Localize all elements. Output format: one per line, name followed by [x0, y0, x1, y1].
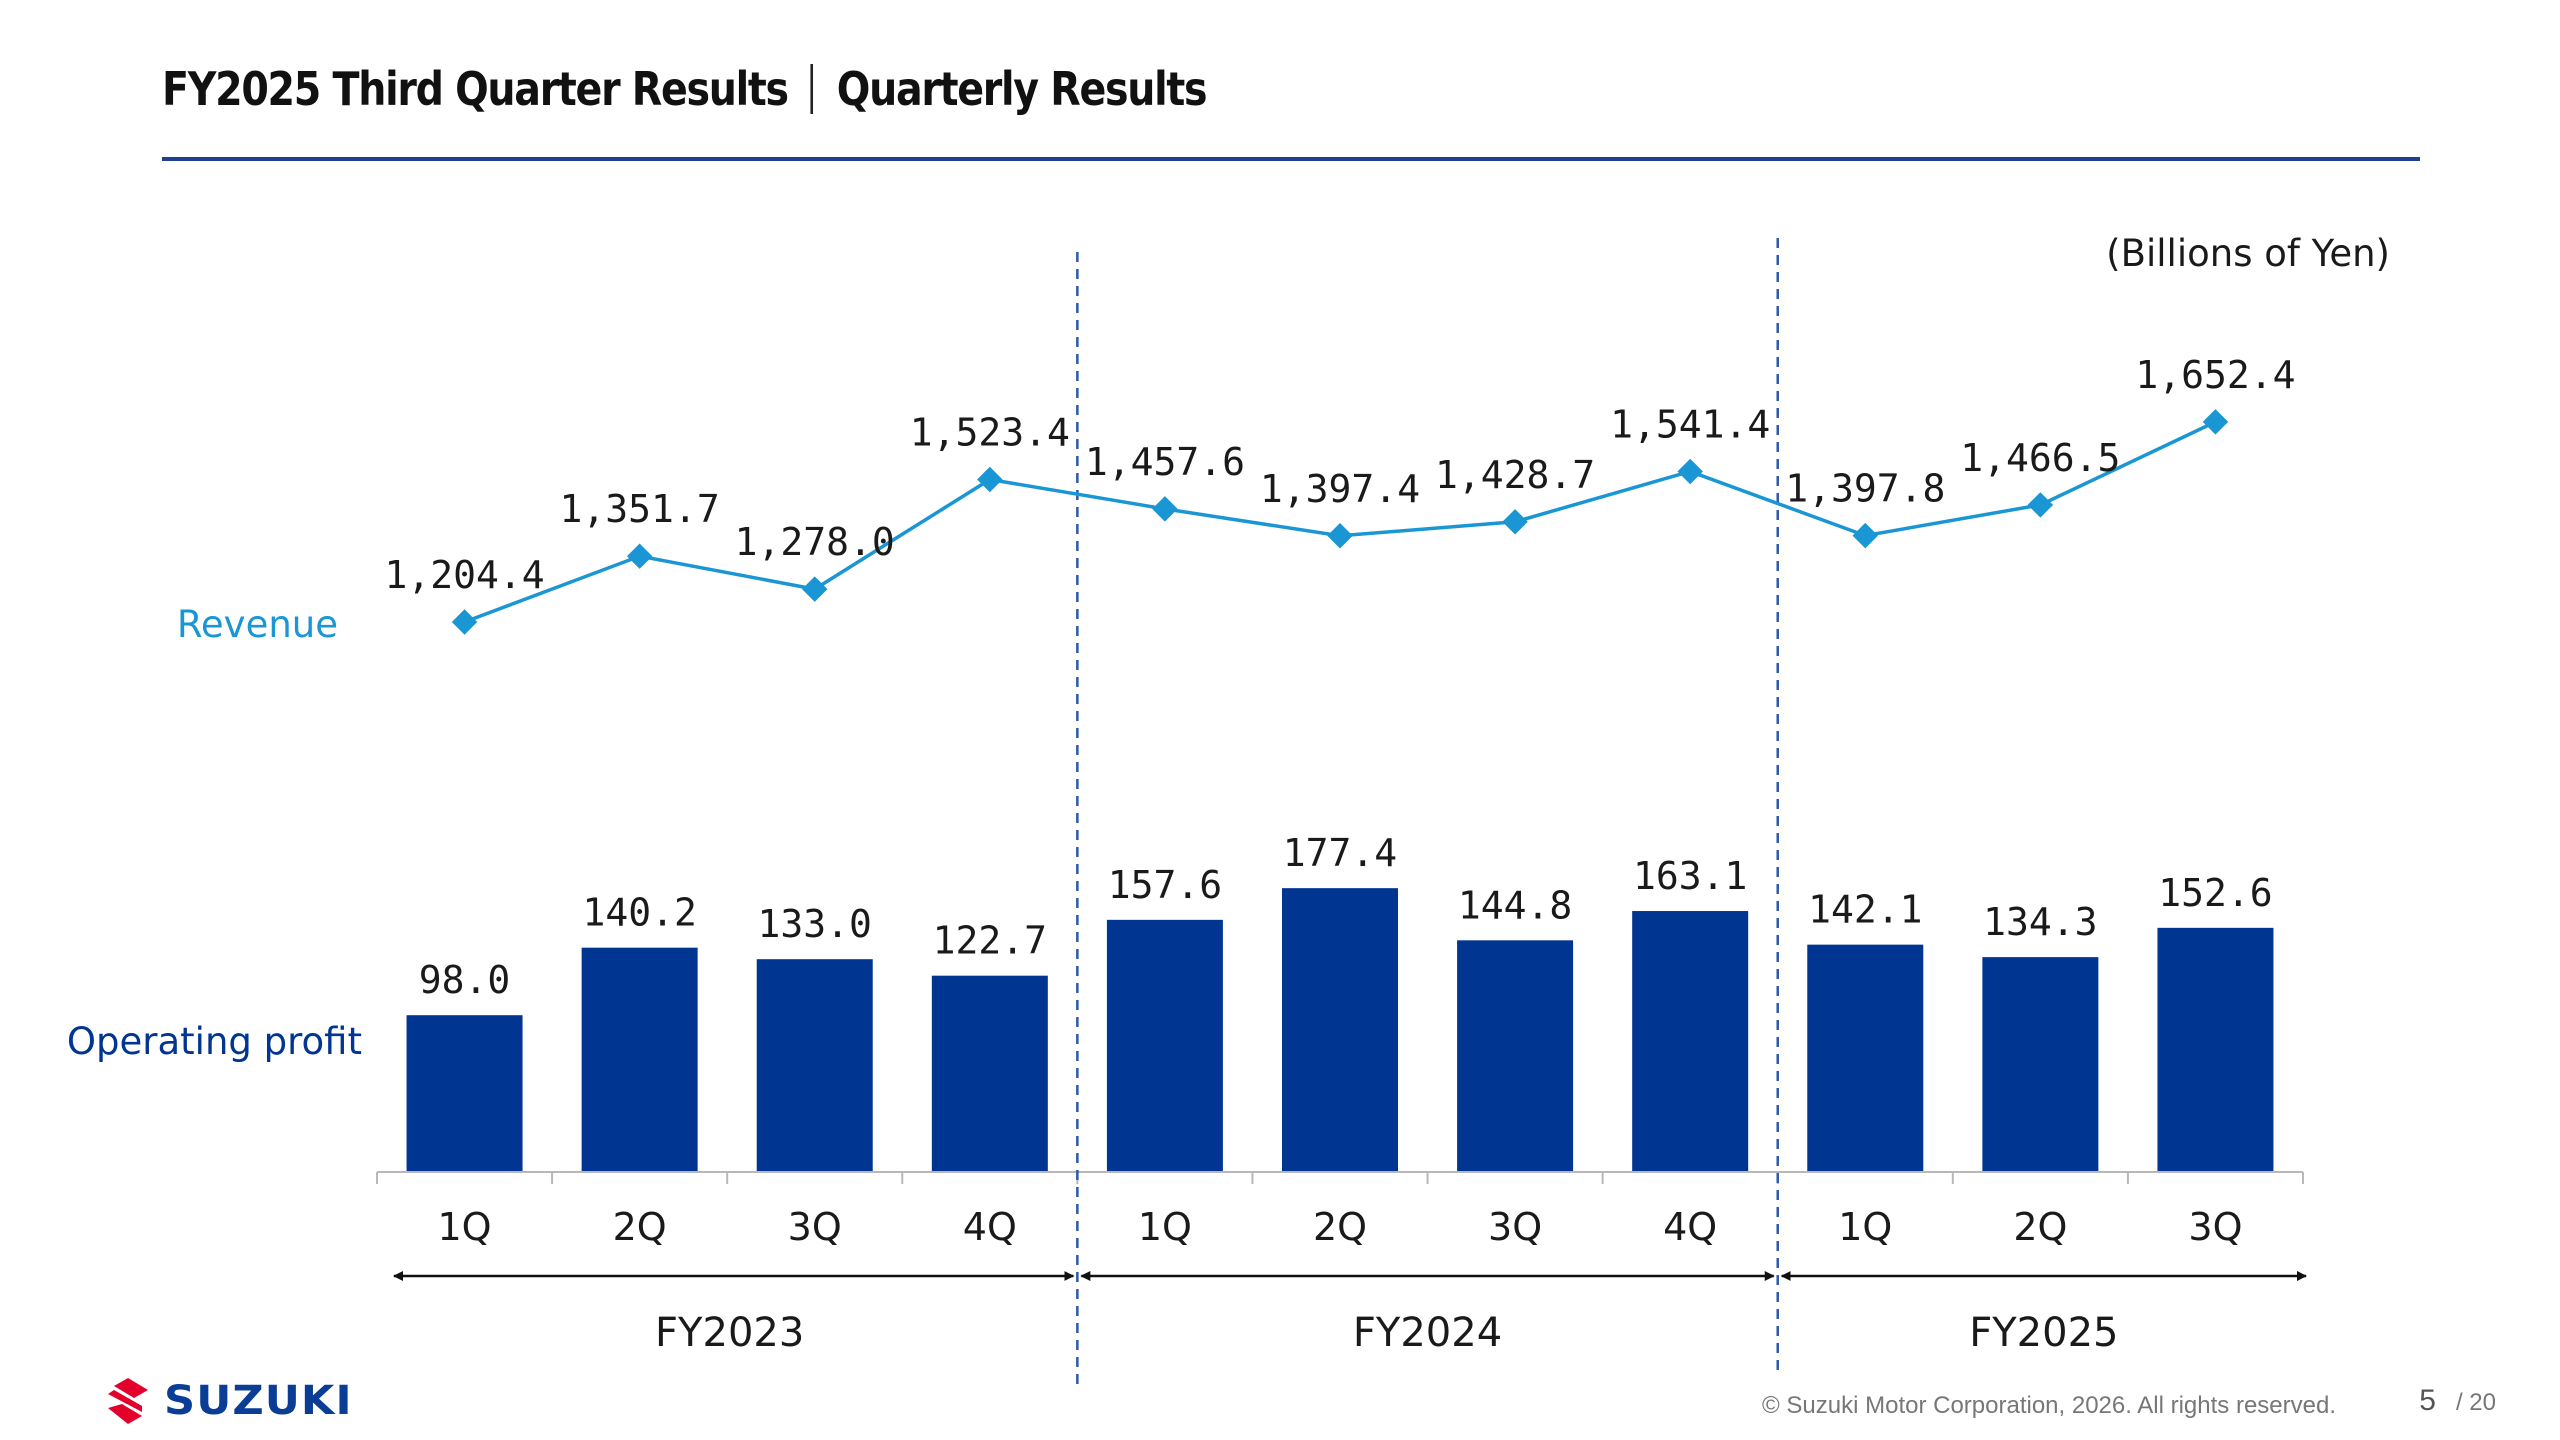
revenue-series-label: Revenue — [177, 603, 338, 646]
page-indicator: 5 / 20 — [2419, 1384, 2496, 1418]
x-tick-label: 2Q — [1313, 1205, 1367, 1249]
profit-bar — [1982, 957, 2099, 1172]
profit-bar — [1106, 919, 1223, 1172]
profit-data-label: 157.6 — [1108, 863, 1222, 907]
profit-bar — [1282, 888, 1398, 1172]
profit-data-label: 152.6 — [2158, 871, 2272, 915]
unit-label: (Billions of Yen) — [2106, 232, 2390, 275]
revenue-data-label: 1,541.4 — [1610, 402, 1770, 446]
x-tick-label: 4Q — [1663, 1205, 1717, 1249]
page-title: FY2025 Third Quarter Results — [162, 62, 789, 116]
suzuki-logo: SUZUKI — [104, 1378, 352, 1424]
profit-data-label: 144.8 — [1458, 883, 1572, 927]
x-tick-label: 1Q — [437, 1205, 491, 1249]
profit-data-label: 140.2 — [582, 891, 696, 935]
profit-data-label: 177.4 — [1283, 831, 1397, 875]
profit-bar — [2157, 927, 2274, 1172]
fiscal-year-label: FY2023 — [655, 1310, 804, 1356]
x-tick-label: 3Q — [1488, 1205, 1542, 1249]
revenue-data-label: 1,351.7 — [560, 487, 720, 531]
fiscal-year-label: FY2025 — [1969, 1310, 2118, 1356]
suzuki-s-mark-icon — [108, 1378, 148, 1424]
page-subtitle: Quarterly Results — [836, 62, 1208, 116]
x-tick-label: 2Q — [2013, 1205, 2067, 1249]
revenue-data-label: 1,652.4 — [2135, 353, 2295, 397]
page-total: / 20 — [2455, 1389, 2496, 1416]
revenue-data-label: 1,397.8 — [1785, 467, 1945, 511]
revenue-data-label: 1,523.4 — [910, 411, 1070, 455]
revenue-point — [2027, 492, 2054, 518]
profit-data-label: 122.7 — [933, 919, 1047, 963]
page-header: FY2025 Third Quarter Results Quarterly R… — [162, 54, 1208, 124]
revenue-data-label: 1,457.6 — [1085, 440, 1245, 484]
profit-data-label: 142.1 — [1808, 888, 1922, 932]
revenue-data-label: 1,428.7 — [1435, 453, 1595, 497]
copyright-text: © Suzuki Motor Corporation, 2026. All ri… — [1762, 1392, 2336, 1419]
brand-name: SUZUKI — [164, 1378, 353, 1424]
profit-bar — [581, 947, 698, 1172]
revenue-point — [1502, 509, 1528, 535]
revenue-point — [1152, 496, 1178, 522]
operating-profit-series-label: Operating profit — [67, 1020, 362, 1063]
x-tick-label: 1Q — [1838, 1205, 1892, 1249]
revenue-point — [626, 543, 653, 569]
profit-bar — [1457, 940, 1574, 1172]
revenue-data-label: 1,204.4 — [384, 553, 544, 597]
page-number: 5 — [2419, 1384, 2436, 1417]
x-tick-label: 2Q — [613, 1205, 667, 1249]
revenue-point — [1852, 522, 1879, 549]
profit-data-label: 98.0 — [419, 958, 511, 1002]
title-separator — [810, 64, 813, 114]
x-tick-label: 1Q — [1138, 1205, 1192, 1249]
profit-bar — [406, 1015, 523, 1172]
fiscal-year-label: FY2024 — [1353, 1310, 1502, 1356]
revenue-point — [801, 576, 828, 602]
revenue-point — [1677, 458, 1703, 485]
profit-bar — [1807, 944, 1924, 1172]
revenue-point — [451, 609, 478, 635]
profit-bar — [756, 959, 873, 1172]
x-tick-label: 3Q — [788, 1205, 842, 1249]
revenue-point — [1327, 523, 1353, 549]
header-rule — [162, 157, 2420, 161]
revenue-data-label: 1,466.5 — [1960, 436, 2120, 480]
revenue-data-label: 1,397.4 — [1260, 467, 1420, 511]
profit-bar — [931, 975, 1048, 1172]
revenue-point — [977, 466, 1003, 493]
revenue-point — [2202, 409, 2229, 435]
revenue-line — [463, 420, 2217, 624]
x-tick-label: 3Q — [2188, 1205, 2242, 1249]
profit-data-label: 134.3 — [1983, 900, 2097, 944]
profit-bar — [1632, 911, 1749, 1172]
profit-data-label: 163.1 — [1633, 854, 1747, 898]
x-tick-label: 4Q — [963, 1205, 1017, 1249]
revenue-data-label: 1,278.0 — [735, 520, 895, 564]
profit-data-label: 133.0 — [758, 902, 872, 946]
